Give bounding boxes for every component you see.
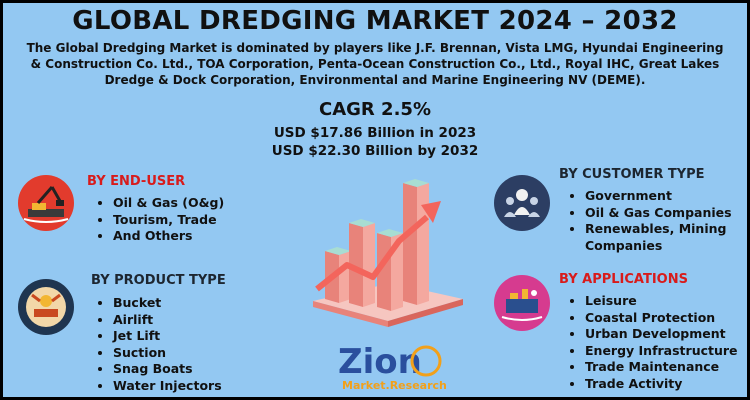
list-item: Airlift: [113, 312, 222, 329]
list-item: Energy Infrastructure: [585, 343, 738, 360]
dredging-equipment-icon: [18, 279, 74, 335]
list-item: And Others: [113, 228, 224, 245]
page-title: GLOBAL DREDGING MARKET 2024 – 2032: [72, 6, 678, 36]
intro-text: The Global Dredging Market is dominated …: [26, 41, 724, 87]
list-item: Jet Lift: [113, 328, 222, 345]
logo-subtitle: Market.Research: [342, 379, 447, 392]
customers-icon: [494, 175, 550, 231]
harbor-icon: [494, 275, 550, 331]
product-type-title: BY PRODUCT TYPE: [91, 273, 226, 288]
list-item: Urban Development: [585, 326, 738, 343]
market-value-2023: USD $17.86 Billion in 2023: [273, 125, 477, 141]
list-item: Bucket: [113, 295, 222, 312]
list-item: Oil & Gas Companies: [585, 205, 747, 222]
customer-type-title: BY CUSTOMER TYPE: [559, 167, 705, 182]
list-item: Suction: [113, 345, 222, 362]
end-user-title: BY END-USER: [87, 174, 186, 189]
list-item: Renewables, Mining Companies: [585, 221, 747, 254]
market-value-2032: USD $22.30 Billion by 2032: [271, 143, 479, 159]
end-user-list: Oil & Gas (O&g) Tourism, Trade And Other…: [95, 195, 224, 245]
list-item: Trade Maintenance: [585, 359, 738, 376]
applications-list: Leisure Coastal Protection Urban Develop…: [567, 293, 738, 393]
cagr-value: CAGR 2.5%: [319, 99, 431, 120]
list-item: Oil & Gas (O&g): [113, 195, 224, 212]
growth-chart-illustration: [313, 179, 463, 327]
product-type-list: Bucket Airlift Jet Lift Suction Snag Boa…: [95, 295, 222, 395]
dredger-icon: [18, 175, 74, 231]
zion-logo: Zion Market.Research: [336, 339, 456, 393]
list-item: Coastal Protection: [585, 310, 738, 327]
list-item: Water Injectors: [113, 378, 222, 395]
list-item: Snag Boats: [113, 361, 222, 378]
customer-type-list: Government Oil & Gas Companies Renewable…: [567, 188, 747, 254]
logo-wordmark: Zion: [338, 342, 422, 382]
list-item: Tourism, Trade: [113, 212, 224, 229]
applications-title: BY APPLICATIONS: [559, 272, 688, 287]
list-item: Leisure: [585, 293, 738, 310]
list-item: Trade Activity: [585, 376, 738, 393]
list-item: Government: [585, 188, 747, 205]
